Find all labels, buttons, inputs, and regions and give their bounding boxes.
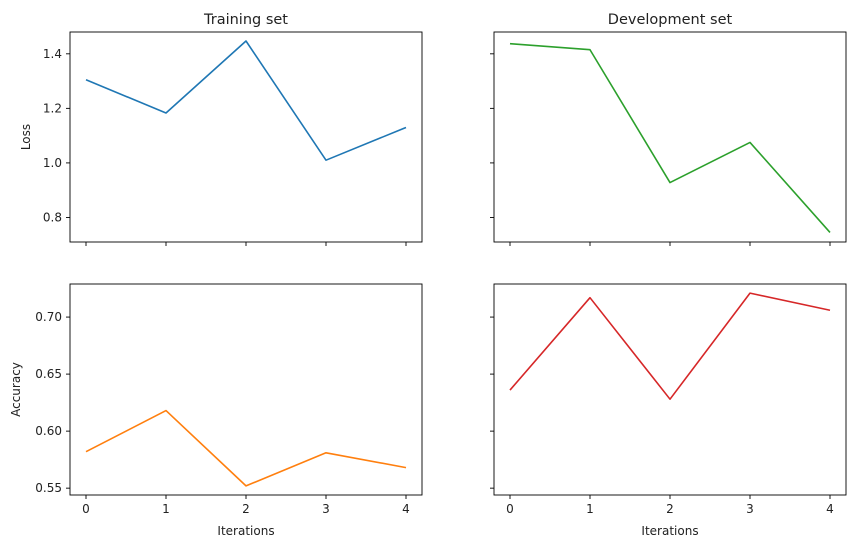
x-tick-label: 3 [322,502,330,516]
series-line [85,40,407,161]
axes-frame [69,31,423,243]
x-tick-label: 2 [666,502,674,516]
x-axis-label: Iterations [217,524,274,538]
y-tick-label: 0.70 [35,310,62,324]
y-tick-label: 0.65 [35,367,62,381]
series-line [85,409,407,487]
chart-panel-bottom-left: 0 1 2 3 4 0.55 0.60 0.65 0.70 Iterations Accuracy [9,283,423,538]
axes-frame [69,283,423,496]
x-tick-label: 4 [402,502,410,516]
axes-frame [493,283,847,496]
y-tick-label: 0.55 [35,481,62,495]
x-axis-label: Iterations [641,524,698,538]
y-tick-label: 0.60 [35,424,62,438]
series-line [509,42,831,233]
y-tick-label: 0.8 [43,210,62,224]
chart-title: Development set [608,12,733,28]
chart-panel-bottom-right: 0 1 2 3 4 Iterations [490,283,847,538]
y-tick-label: 1.4 [43,47,62,61]
y-tick-label: 1.2 [43,101,62,115]
chart-title: Training set [203,12,288,28]
y-tick-label: 1.0 [43,156,62,170]
chart-panel-top-right: Development set [490,12,847,246]
x-tick-label: 0 [82,502,90,516]
y-axis-label: Accuracy [9,362,23,417]
x-tick-label: 2 [242,502,250,516]
chart-panel-top-left: 0.8 1.0 1.2 1.4 Training set Loss [19,12,423,246]
series-line [509,292,831,400]
x-tick-label: 3 [746,502,754,516]
x-tick-label: 0 [506,502,514,516]
axes-frame [493,31,847,243]
x-tick-label: 1 [586,502,594,516]
x-tick-label: 1 [162,502,170,516]
x-tick-label: 4 [826,502,834,516]
y-axis-label: Loss [19,124,33,150]
